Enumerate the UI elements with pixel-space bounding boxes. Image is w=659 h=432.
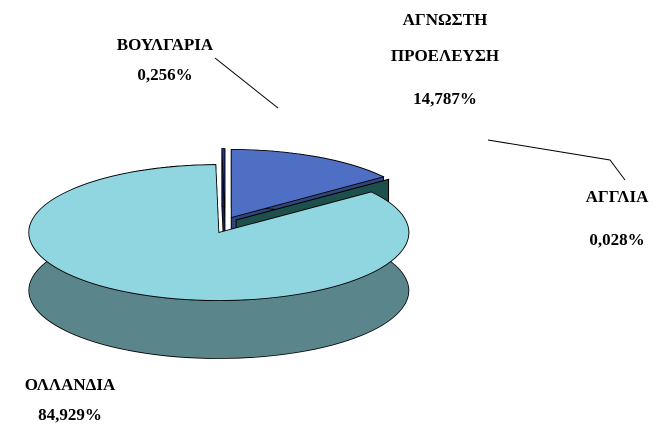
slice	[236, 178, 390, 221]
slice-value: 0,256%	[137, 65, 193, 84]
slice	[230, 149, 385, 219]
leader-line	[214, 57, 279, 109]
leader-line	[487, 139, 626, 181]
slice-label: ΑΓΓΛΙΑ	[585, 187, 649, 206]
slice-label: ΒΟΥΛΓΑΡΙΑ	[116, 35, 214, 54]
slice-label: ΑΓΝΩΣΤΗ ΠΡΟΕΛΕΥΣΗ	[390, 10, 500, 65]
slice-value: 14,787%	[413, 89, 477, 108]
slice	[28, 164, 410, 301]
slice-value: 84,929%	[38, 405, 102, 424]
slice-value: 0,028%	[589, 230, 645, 249]
slice	[221, 148, 226, 217]
slice-label: ΟΛΛΑΝΔΙΑ	[24, 375, 116, 394]
